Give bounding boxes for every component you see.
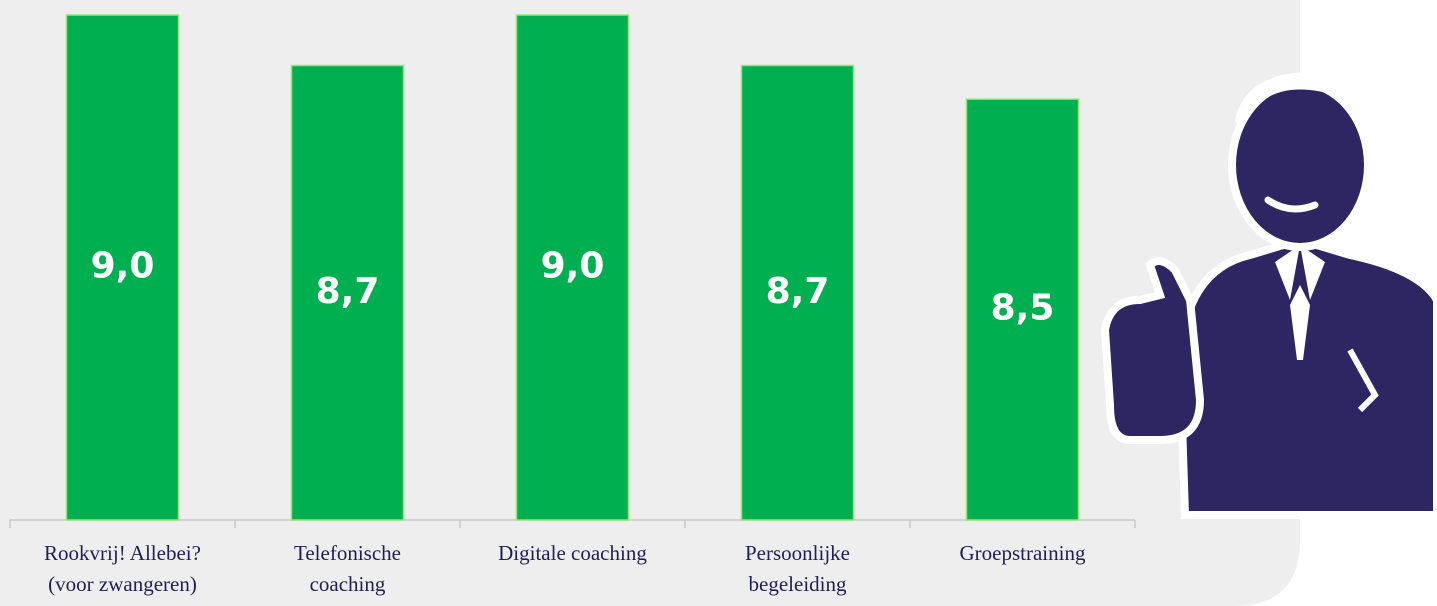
value-label: 8,5 <box>991 288 1055 329</box>
x-tick-label-line: Persoonlijke <box>745 541 850 565</box>
x-tick-label-line: coaching <box>310 572 386 596</box>
x-tick-label-line: begeleiding <box>749 572 847 596</box>
value-label: 8,7 <box>766 271 830 312</box>
x-tick-label: Groepstraining <box>960 541 1086 565</box>
x-tick-label: Digitale coaching <box>498 541 647 565</box>
x-tick-label-line: Telefonische <box>294 541 401 565</box>
x-tick-label-line: (voor zwangeren) <box>48 572 197 596</box>
chart: Rookvrij! Allebei? (voor zwangeren) 9,0 Tel… <box>0 0 1437 606</box>
value-label: 8,7 <box>316 271 380 312</box>
x-tick-label-line: Groepstraining <box>960 541 1086 565</box>
value-label: 9,0 <box>541 246 605 287</box>
value-label: 9,0 <box>91 246 155 287</box>
panel <box>0 0 1300 606</box>
x-tick-label-line: Digitale coaching <box>498 541 647 565</box>
x-tick-label-line: Rookvrij! Allebei? <box>44 541 201 565</box>
